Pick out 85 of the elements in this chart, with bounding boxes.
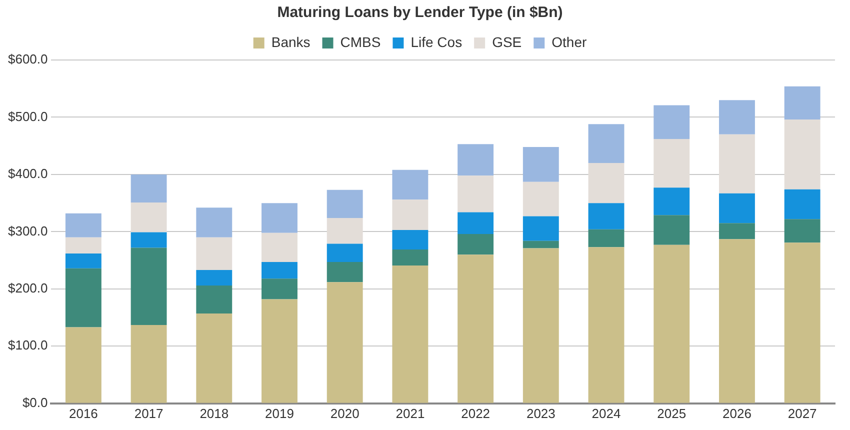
x-tick-label: 2022 [461,406,490,421]
bar [130,174,167,203]
bar [588,203,624,230]
x-tick-label: 2025 [657,406,686,421]
bar [65,253,102,268]
bar [719,223,755,240]
bar [458,176,494,212]
bar [654,244,690,403]
bar [719,239,755,403]
bar [262,262,298,279]
bar [262,232,298,262]
legend-label: CMBS [340,34,381,50]
bar [326,218,363,244]
bar [654,105,690,139]
bar [522,240,559,248]
y-tick-label: $200.0 [8,280,48,296]
x-tick-label: 2020 [330,406,360,421]
bar [65,237,102,254]
bar [326,262,363,282]
bar [588,229,624,248]
legend-label: GSE [492,34,522,50]
x-tick-label: 2018 [200,406,229,421]
bar [458,234,494,255]
bar [784,120,820,190]
bar [458,144,494,176]
bar [65,327,102,403]
bar [719,134,755,194]
bar [130,202,167,232]
bar [522,146,559,182]
y-tick-label: $500.0 [8,108,48,124]
bar [196,314,232,403]
bar [784,242,820,403]
bar [654,138,690,188]
y-tick-label: $600.0 [8,52,48,67]
bar [392,249,428,266]
bar [654,188,690,216]
bar [130,248,167,325]
bar [784,86,820,120]
x-tick-label: 2016 [68,406,98,421]
bar [719,100,755,134]
bar [458,254,494,403]
bar [262,278,298,300]
bar [262,203,298,233]
x-tick-label: 2019 [265,406,294,421]
x-tick-label: 2026 [722,406,752,421]
chart-title: Maturing Loans by Lender Type (in $Bn) [277,4,563,22]
bar [458,212,494,234]
y-tick-label: $300.0 [8,223,48,238]
bar [130,324,167,403]
bar [588,124,624,164]
bar [262,299,298,403]
x-tick-label: 2021 [396,406,425,421]
bar [588,247,624,403]
bar [784,189,820,220]
x-tick-label: 2023 [526,406,556,421]
bar [719,193,755,224]
bar [65,268,102,328]
bar [392,265,428,403]
bar [522,182,559,216]
bar [196,286,232,314]
y-tick-label: $0.0 [22,394,48,410]
legend-label: Life Cos [410,34,462,50]
bar [654,215,690,245]
y-tick-label: $100.0 [8,338,48,353]
x-tick-label: 2027 [788,406,817,421]
bar [130,232,167,248]
bar [392,170,428,200]
bar [392,200,428,230]
bar [196,270,232,286]
legend-label: Other [552,34,587,50]
bar [326,190,363,218]
bar [326,244,363,262]
bar [522,248,559,403]
bar [392,230,428,250]
bar [65,213,102,238]
bar [784,219,820,243]
bar [196,208,232,238]
bar [196,237,232,270]
bar [588,163,624,204]
legend-label: Banks [271,34,310,50]
bar [326,282,363,403]
y-tick-label: $400.0 [8,166,48,182]
x-tick-label: 2024 [592,406,621,421]
bar [522,216,559,241]
x-tick-label: 2017 [134,406,164,421]
